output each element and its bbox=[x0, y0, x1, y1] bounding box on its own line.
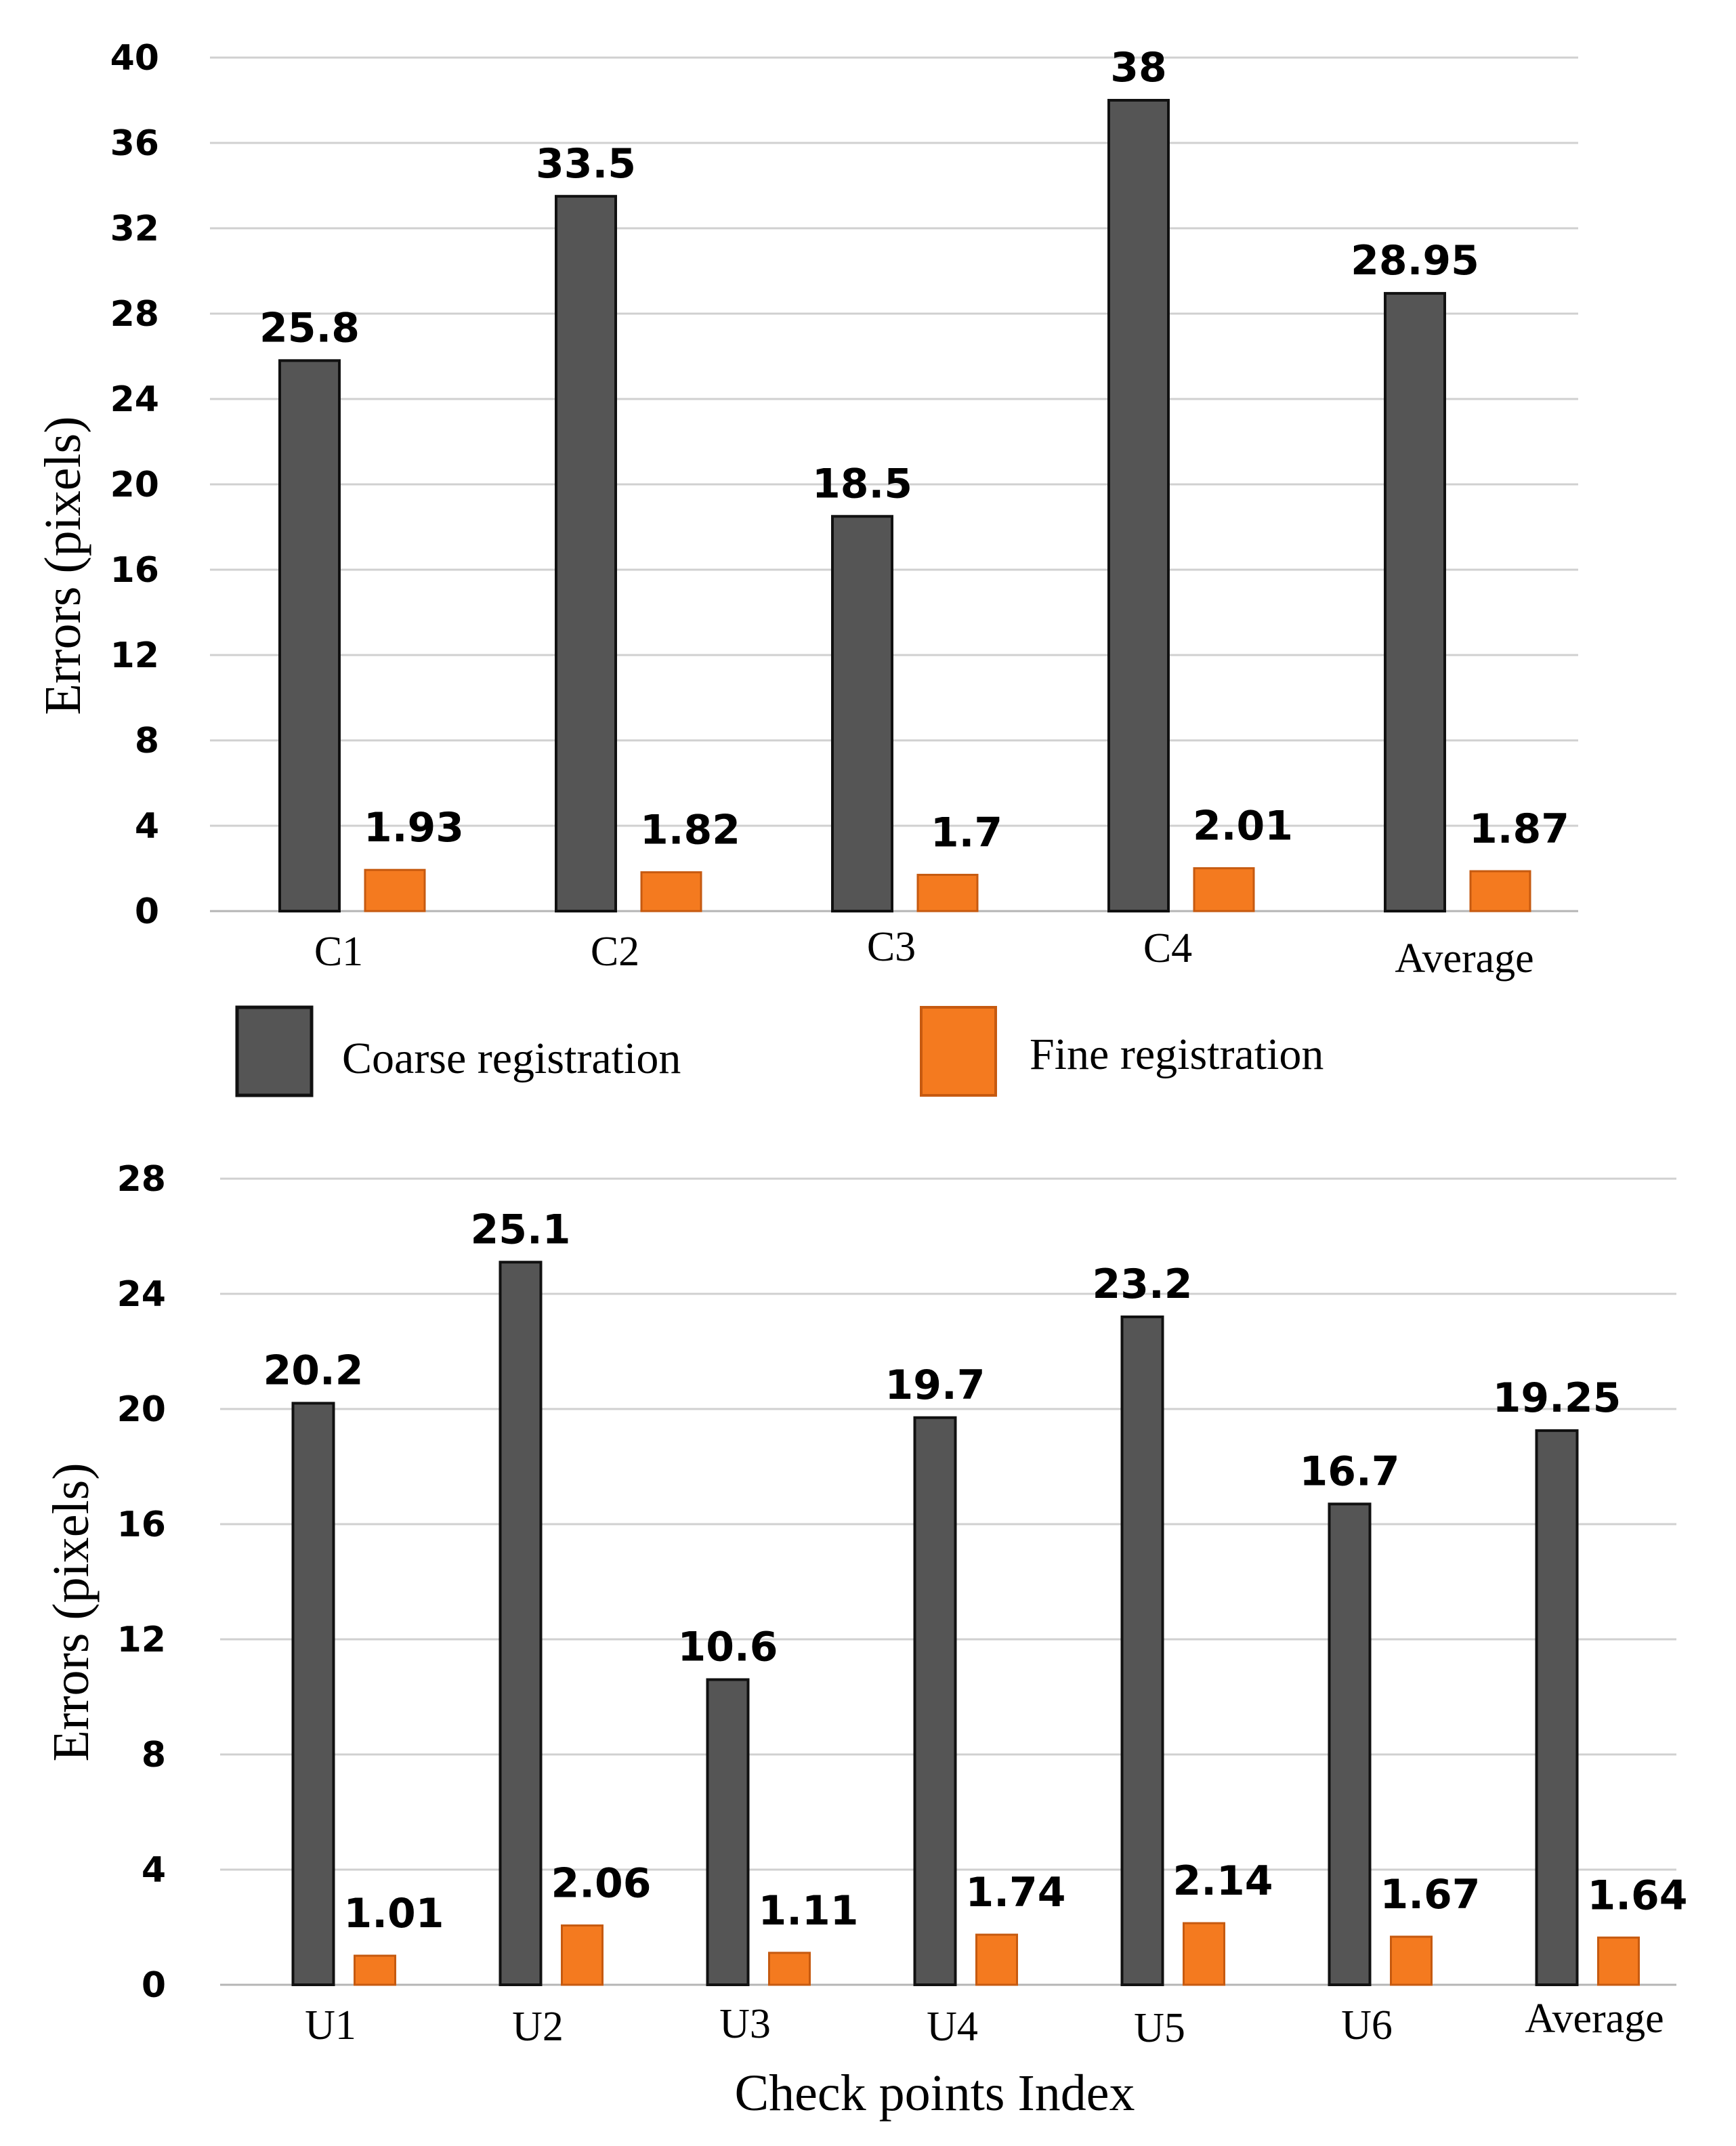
value-label-coarse: 23.2 bbox=[1092, 1261, 1192, 1308]
bar-fine-u4 bbox=[975, 1933, 1018, 1986]
y-tick-label: 16 bbox=[117, 1505, 166, 1545]
y-tick-label: 32 bbox=[110, 209, 159, 249]
bar-coarse-u5 bbox=[1120, 1316, 1164, 1986]
value-label-fine: 1.11 bbox=[758, 1887, 858, 1935]
x-tick-label: C3 bbox=[867, 924, 916, 970]
x-tick-label: U1 bbox=[305, 2002, 356, 2048]
bar-fine-average bbox=[1469, 870, 1531, 912]
value-label-fine: 1.93 bbox=[364, 804, 464, 851]
y-tick-label: 28 bbox=[110, 294, 159, 335]
legend-fine-label: Fine registration bbox=[1030, 1030, 1324, 1079]
value-label-coarse: 25.8 bbox=[259, 304, 360, 352]
bar-coarse-c3 bbox=[831, 515, 893, 912]
value-label-coarse: 20.2 bbox=[263, 1347, 363, 1395]
bar-fine-c4 bbox=[1193, 867, 1255, 912]
bar-coarse-c2 bbox=[555, 194, 617, 912]
bar-coarse-u2 bbox=[499, 1261, 543, 1986]
legend: Coarse registration Fine registration bbox=[235, 1005, 1324, 1097]
legend-coarse-swatch bbox=[235, 1005, 314, 1097]
bar-fine-c1 bbox=[364, 868, 426, 912]
bar-fine-u2 bbox=[561, 1924, 604, 1986]
y-tick-label: 0 bbox=[135, 891, 159, 932]
value-label-coarse: 16.7 bbox=[1299, 1448, 1399, 1495]
legend-coarse-label: Coarse registration bbox=[342, 1034, 681, 1083]
value-label-coarse: 19.25 bbox=[1493, 1374, 1622, 1422]
y-tick-label: 28 bbox=[117, 1159, 166, 1200]
y-tick-label: 8 bbox=[135, 721, 159, 761]
value-label-coarse: 28.95 bbox=[1351, 237, 1479, 285]
y-tick-label: 4 bbox=[142, 1850, 166, 1891]
x-tick-label: U3 bbox=[719, 2001, 771, 2047]
bar-fine-u5 bbox=[1183, 1922, 1225, 1986]
bar-coarse-u6 bbox=[1328, 1502, 1372, 1986]
x-tick-label: U4 bbox=[927, 2004, 978, 2050]
bar-coarse-u1 bbox=[291, 1402, 335, 1986]
bar-coarse-u3 bbox=[706, 1678, 750, 1986]
y-tick-label: 36 bbox=[110, 123, 159, 164]
x-tick-label: C1 bbox=[314, 929, 363, 975]
y-tick-label: 0 bbox=[142, 1965, 166, 2006]
bar-fine-u1 bbox=[354, 1954, 396, 1986]
value-label-coarse: 18.5 bbox=[812, 460, 912, 507]
chart-bottom: 0 4 8 12 16 20 24 28 Errors (pixels) Check points… bbox=[43, 1159, 1688, 2122]
bar-fine-u3 bbox=[768, 1952, 811, 1986]
y-tick-label: 20 bbox=[110, 465, 159, 505]
legend-fine-swatch bbox=[920, 1006, 997, 1097]
value-label-fine: 1.87 bbox=[1469, 805, 1569, 853]
y-tick-label: 16 bbox=[110, 550, 159, 591]
value-label-fine: 2.06 bbox=[551, 1859, 651, 1907]
value-label-fine: 1.01 bbox=[343, 1890, 444, 1937]
value-label-fine: 1.82 bbox=[640, 807, 740, 854]
value-label-coarse: 25.1 bbox=[470, 1206, 570, 1253]
y-tick-label: 20 bbox=[117, 1389, 166, 1430]
y-axis-title: Errors (pixels) bbox=[35, 416, 91, 715]
value-label-fine: 1.7 bbox=[931, 809, 1002, 856]
x-tick-label: C4 bbox=[1143, 925, 1192, 971]
y-tick-label: 12 bbox=[117, 1620, 166, 1660]
chart-top: 0 4 8 12 16 20 24 28 32 36 40 Errors (pixels) 25.8 1.… bbox=[35, 38, 1578, 982]
y-tick-label: 4 bbox=[135, 806, 159, 847]
x-tick-label: U5 bbox=[1134, 2005, 1185, 2051]
x-tick-label: Average bbox=[1395, 935, 1533, 982]
bar-fine-average bbox=[1597, 1936, 1640, 1986]
value-label-fine: 2.01 bbox=[1193, 803, 1293, 850]
x-tick-label: U2 bbox=[512, 2004, 564, 2050]
value-label-coarse: 38 bbox=[1110, 44, 1167, 91]
y-axis-title: Errors (pixels) bbox=[43, 1463, 100, 1761]
bar-coarse-c4 bbox=[1107, 99, 1170, 912]
bar-coarse-average bbox=[1535, 1429, 1579, 1986]
bar-coarse-u4 bbox=[913, 1416, 957, 1986]
bar-coarse-c1 bbox=[278, 359, 341, 912]
bar-fine-c3 bbox=[916, 873, 979, 912]
bar-coarse-average bbox=[1384, 292, 1446, 912]
x-tick-label: U6 bbox=[1341, 2002, 1393, 2048]
y-tick-label: 24 bbox=[117, 1274, 166, 1315]
value-label-coarse: 33.5 bbox=[536, 140, 636, 188]
value-label-fine: 1.74 bbox=[965, 1869, 1065, 1916]
value-label-fine: 1.64 bbox=[1587, 1872, 1687, 1919]
y-tick-label: 12 bbox=[110, 635, 159, 676]
value-label-coarse: 10.6 bbox=[677, 1624, 778, 1671]
bar-fine-u6 bbox=[1390, 1935, 1433, 1986]
x-axis-title: Check points Index bbox=[734, 2065, 1135, 2122]
y-tick-label: 8 bbox=[142, 1735, 166, 1775]
x-tick-label: C2 bbox=[591, 929, 639, 975]
bar-fine-c2 bbox=[640, 871, 702, 912]
y-tick-label: 40 bbox=[110, 38, 159, 79]
y-tick-label: 24 bbox=[110, 379, 159, 420]
value-label-fine: 2.14 bbox=[1172, 1857, 1273, 1905]
x-tick-label: Average bbox=[1525, 1996, 1664, 2042]
value-label-fine: 1.67 bbox=[1380, 1871, 1480, 1918]
value-label-coarse: 19.7 bbox=[885, 1362, 985, 1409]
